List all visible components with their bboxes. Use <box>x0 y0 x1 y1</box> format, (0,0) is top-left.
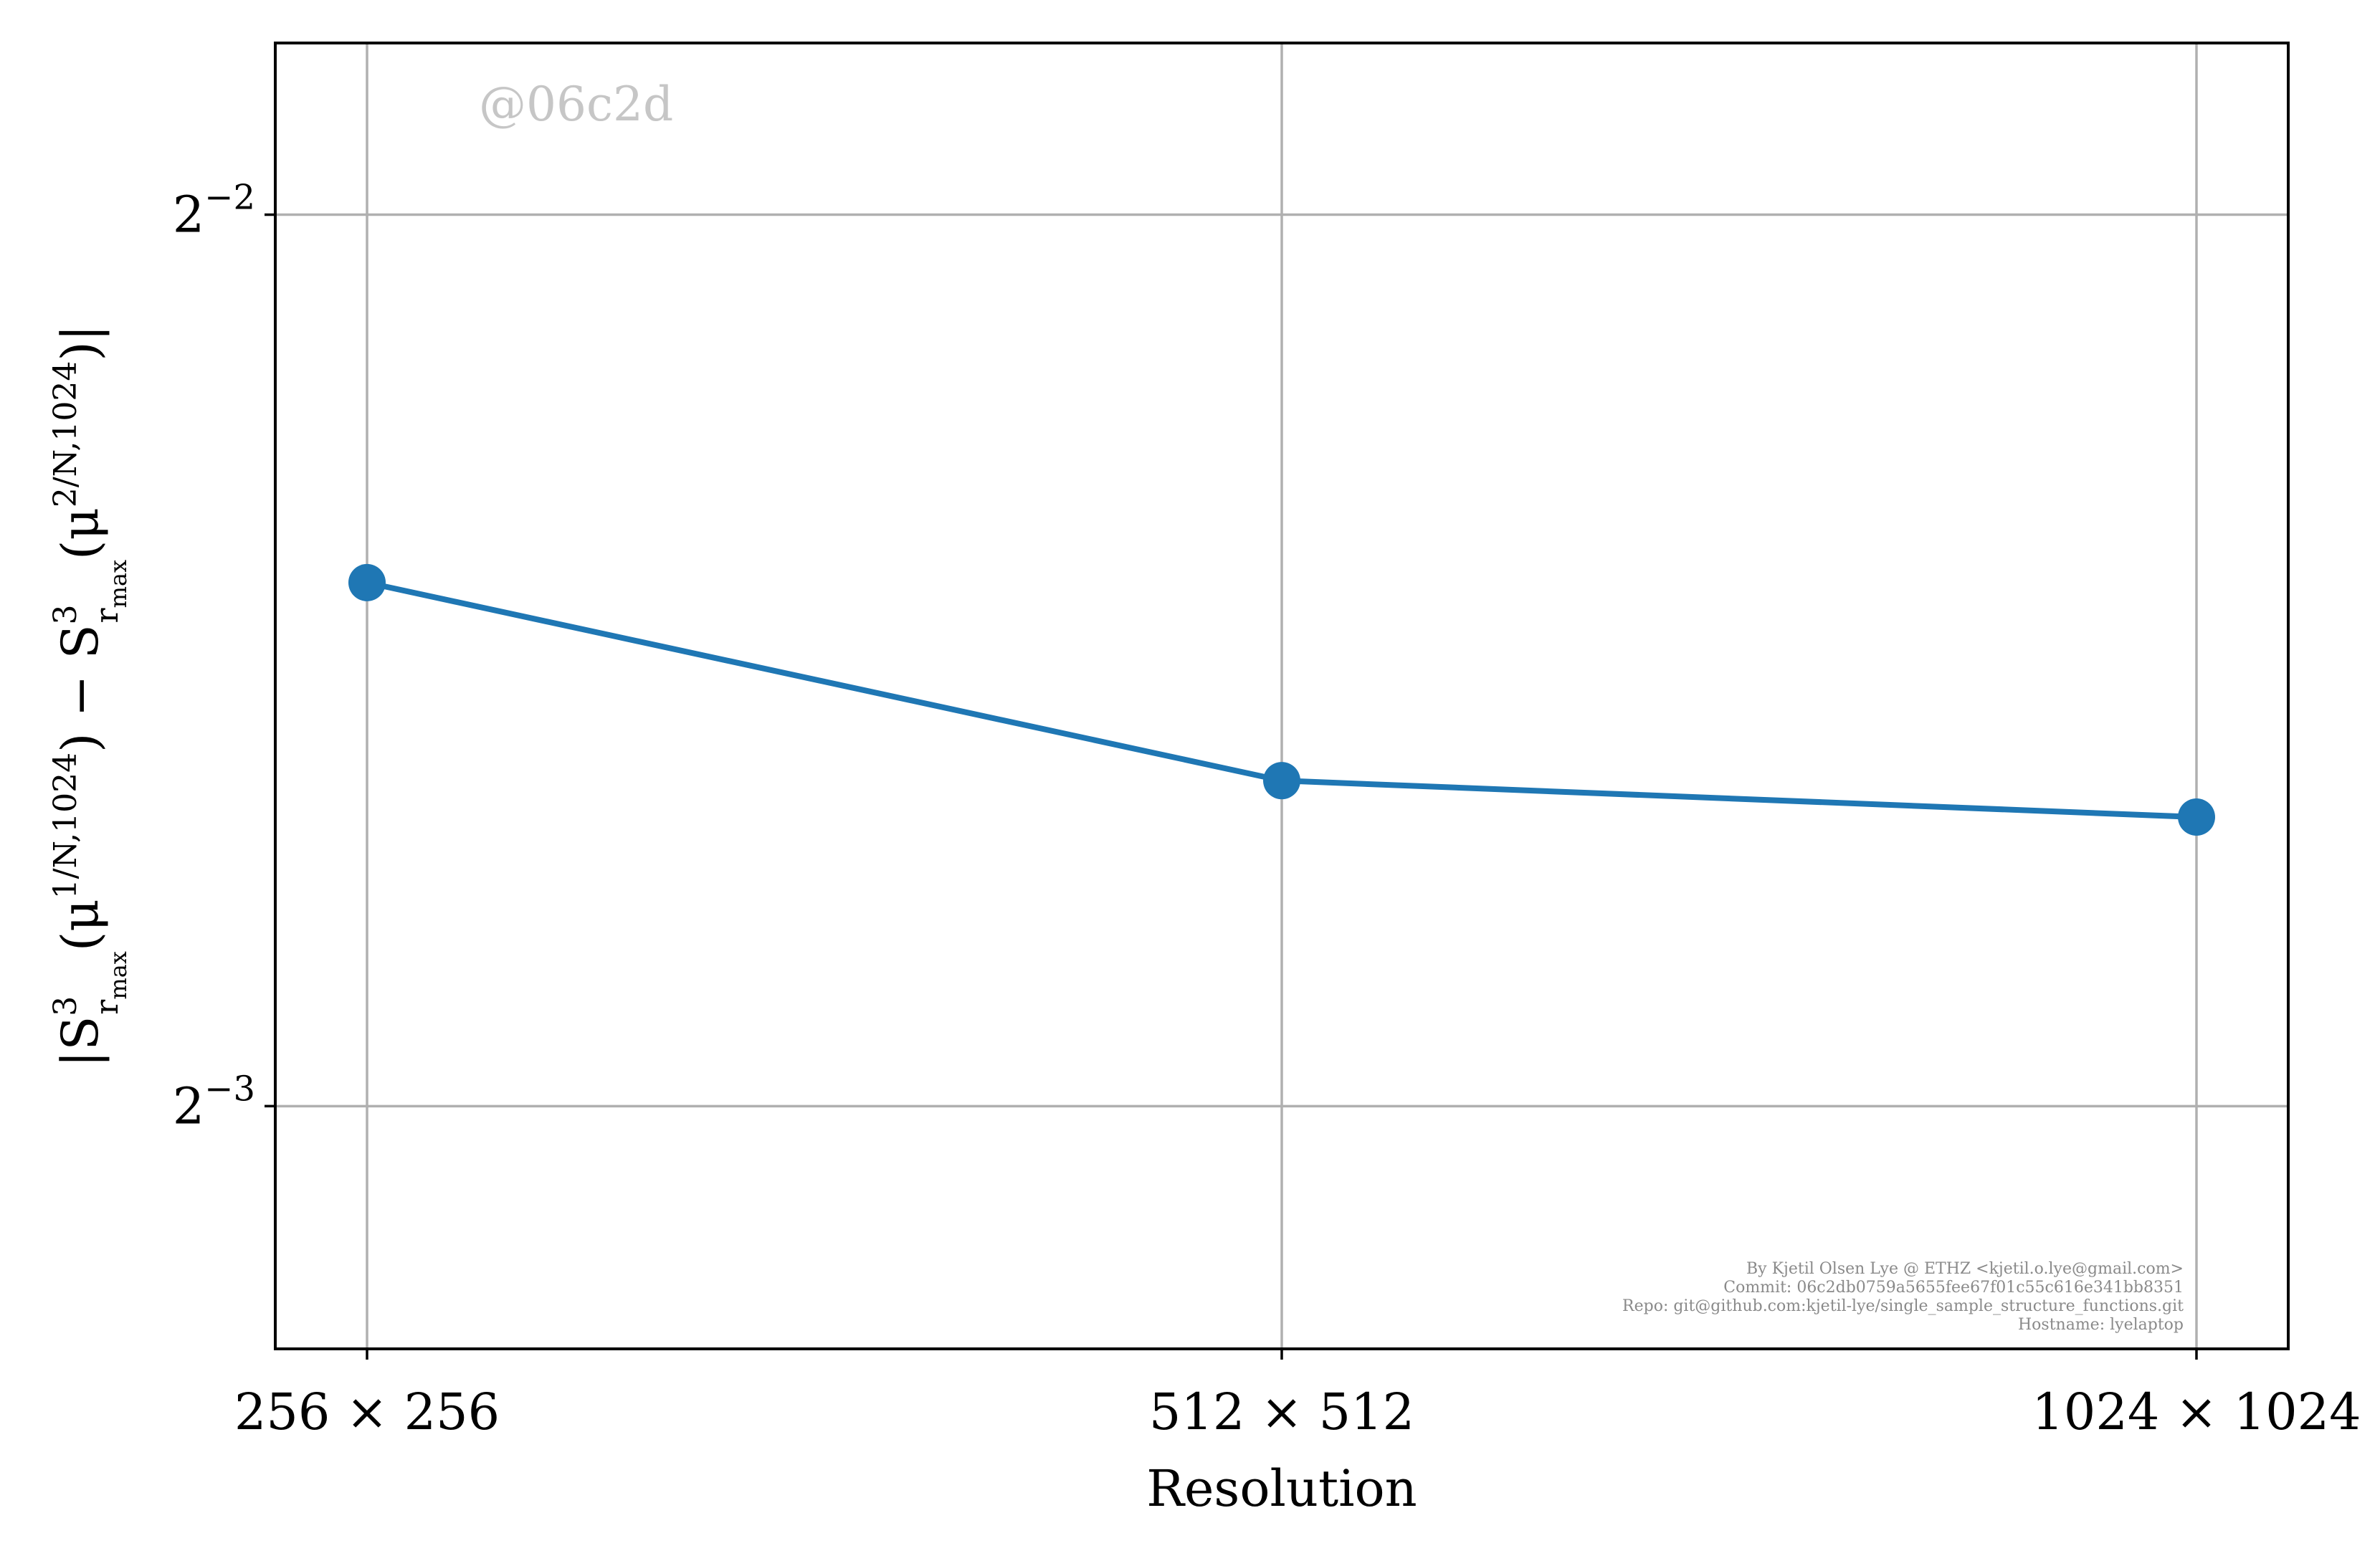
series <box>348 563 2215 836</box>
x-axis-label: Resolution <box>1146 1459 1417 1518</box>
x-tick-label: 1024 × 1024 <box>2032 1383 2361 1441</box>
credits-line: Hostname: lyelaptop <box>2018 1316 2184 1334</box>
credits-block: By Kjetil Olsen Lye @ ETHZ <kjetil.o.lye… <box>1622 1260 2184 1334</box>
credits-line: Repo: git@github.com:kjetil-lye/single_s… <box>1622 1297 2184 1315</box>
data-point <box>1263 762 1300 800</box>
y-tick-label: 2−3 <box>173 1069 255 1135</box>
data-point <box>348 563 386 601</box>
x-tick-label: 256 × 256 <box>234 1383 500 1441</box>
credits-line: Commit: 06c2db0759a5655fee67f01c55c616e3… <box>1723 1279 2184 1297</box>
grid <box>275 43 2288 1349</box>
y-tick-label: 2−2 <box>173 178 255 244</box>
axis-ticks: 256 × 256 512 × 512 1024 × 1024 2−2 2−3 <box>173 178 2361 1441</box>
y-axis-label: |S3 rmax(μ1/N,1024) − S3 rmax(μ2/N,1024)| <box>47 325 132 1067</box>
x-tick-label: 512 × 512 <box>1149 1383 1414 1441</box>
watermark: @06c2d <box>479 77 673 132</box>
data-point <box>2178 798 2215 836</box>
credits-line: By Kjetil Olsen Lye @ ETHZ <kjetil.o.lye… <box>1746 1260 2184 1278</box>
